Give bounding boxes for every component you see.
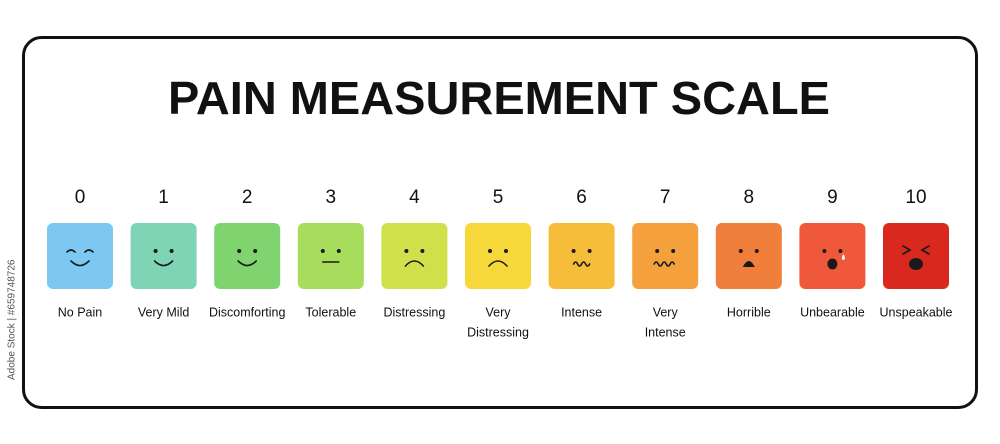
mouth: [237, 260, 257, 267]
mouth: [653, 261, 675, 267]
score: 7: [660, 187, 671, 208]
watermark: Adobe Stock | #659748726: [7, 259, 18, 380]
eye: [320, 249, 325, 253]
mouth: [827, 258, 838, 270]
face-tile: [47, 223, 113, 289]
score: 2: [242, 187, 253, 208]
face-tile: [381, 223, 448, 289]
score: 1: [158, 187, 169, 208]
label: Discomforting: [209, 305, 285, 319]
label: Very: [653, 305, 679, 319]
score: 6: [576, 187, 587, 208]
label: Distressing: [467, 325, 529, 339]
mouth: [70, 260, 90, 267]
eye: [336, 249, 341, 253]
label: No Pain: [58, 305, 103, 319]
eye: [404, 249, 409, 253]
label: Very Mild: [138, 305, 189, 319]
face-tile: [465, 223, 531, 289]
score: 4: [409, 187, 420, 208]
tear: [841, 254, 845, 260]
face-tile: [548, 223, 615, 289]
frame: [22, 36, 978, 409]
eye: [237, 249, 242, 253]
label: Horrible: [727, 305, 771, 319]
score: 9: [827, 187, 838, 208]
label: Intense: [561, 305, 602, 319]
face-tile: [130, 223, 197, 289]
eye: [169, 249, 174, 253]
eye: [587, 249, 592, 253]
label: Intense: [645, 325, 686, 339]
eye: [571, 249, 576, 253]
eye: [838, 249, 843, 253]
eye: [253, 249, 258, 253]
eye: [754, 249, 759, 253]
label: Very: [485, 305, 511, 319]
eye: [488, 249, 492, 253]
label: Unbearable: [800, 305, 865, 319]
eye: [504, 249, 508, 253]
score: 5: [493, 187, 504, 208]
score: 10: [905, 187, 926, 208]
mouth: [153, 260, 174, 267]
mouth: [572, 261, 591, 267]
face-tile: [297, 223, 364, 289]
score: 3: [326, 187, 337, 208]
eye: [822, 249, 827, 253]
face-tile: [799, 223, 866, 289]
label: Distressing: [383, 305, 445, 319]
title: PAIN MEASUREMENT SCALE: [168, 72, 830, 124]
face-tile: [632, 223, 699, 289]
mouth: [909, 258, 923, 270]
score: 0: [75, 187, 86, 208]
mouth: [404, 260, 425, 267]
label: Tolerable: [305, 305, 356, 319]
face-tile: [715, 223, 782, 289]
eye: [671, 249, 676, 253]
mouth: [488, 260, 508, 267]
eye: [738, 249, 743, 253]
face-tile: [214, 223, 281, 289]
eye: [66, 249, 94, 253]
eye: [902, 245, 930, 255]
mouth: [742, 261, 755, 267]
eye: [420, 249, 425, 253]
label: Unspeakable: [880, 305, 953, 319]
eye: [655, 249, 660, 253]
face-tile: [883, 223, 949, 289]
eye: [153, 249, 158, 253]
score: 8: [744, 187, 755, 208]
